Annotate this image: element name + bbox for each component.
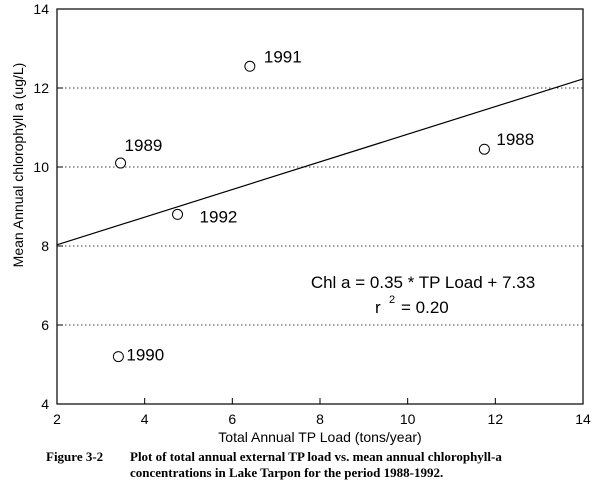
point-label-1990: 1990 (126, 346, 164, 365)
regression-line (56, 78, 584, 246)
x-axis-title: Total Annual TP Load (tons/year) (218, 429, 421, 445)
data-point-1992 (172, 208, 184, 220)
point-label-1991: 1991 (264, 47, 302, 66)
point-label-1988: 1988 (496, 130, 534, 149)
y-axis-title: Mean Annual chlorophyll a (ug/L) (10, 63, 26, 268)
x-tick-label-2: 2 (53, 411, 61, 427)
y-tick-label-14: 14 (33, 1, 49, 17)
r-squared-superscript: 2 (389, 294, 395, 306)
data-points: 1991 1989 1988 1992 1990 (112, 47, 534, 365)
x-axis-ticks: 2 4 6 8 10 12 14 (53, 398, 591, 427)
y-tick-label-10: 10 (33, 159, 49, 175)
y-tick-label-4: 4 (41, 396, 49, 412)
data-point-1988 (478, 143, 490, 155)
caption-label: Figure 3-2 (46, 449, 104, 464)
data-point-1990 (112, 351, 124, 363)
y-axis-ticks: 4 6 8 10 12 14 (33, 1, 63, 412)
point-label-1989: 1989 (125, 136, 163, 155)
r-squared-prefix: r (375, 298, 381, 317)
data-point-1991 (244, 60, 256, 72)
regression-equation: Chl a = 0.35 * TP Load + 7.33 (311, 273, 535, 292)
x-tick-label-4: 4 (141, 411, 149, 427)
caption-line-2: concentrations in Lake Tarpon for the pe… (130, 465, 444, 480)
y-tick-label-8: 8 (41, 238, 49, 254)
y-tick-label-12: 12 (33, 80, 49, 96)
point-label-1992: 1992 (200, 207, 238, 226)
x-tick-label-6: 6 (228, 411, 236, 427)
r-squared-annotation: r 2 = 0.20 (375, 294, 449, 317)
caption-line-1: Plot of total annual external TP load vs… (130, 449, 502, 464)
x-tick-label-12: 12 (488, 411, 504, 427)
x-tick-label-14: 14 (575, 411, 591, 427)
x-tick-label-10: 10 (400, 411, 416, 427)
data-point-1989 (115, 157, 127, 169)
y-tick-label-6: 6 (41, 317, 49, 333)
r-squared-value: = 0.20 (401, 298, 449, 317)
x-tick-label-8: 8 (316, 411, 324, 427)
